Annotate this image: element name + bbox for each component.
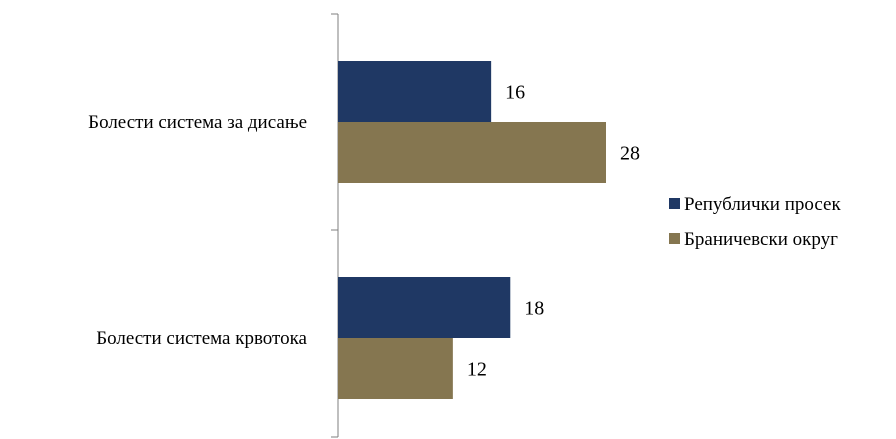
data-label-1-2: 28 — [620, 143, 640, 165]
legend-label-2: Браничевски округ — [684, 229, 838, 250]
bar-2-1 — [338, 277, 511, 338]
category-labels-group: Болести система за дисање Болести система… — [88, 112, 307, 349]
bar-2-2 — [338, 338, 453, 399]
legend-swatch-1 — [669, 198, 680, 209]
data-label-2-1: 18 — [524, 298, 544, 320]
category-label-2: Болести система крвотока — [96, 328, 307, 349]
legend-label-1: Републички просек — [684, 194, 841, 215]
data-label-2-2: 12 — [467, 359, 487, 381]
bars-group: 16 28 18 12 — [338, 61, 640, 399]
category-label-1: Болести система за дисање — [88, 112, 307, 133]
bar-1-1 — [338, 61, 492, 122]
legend: Републички просек Браничевски округ — [669, 194, 841, 250]
data-label-1-1: 16 — [505, 82, 525, 104]
legend-swatch-2 — [669, 233, 680, 244]
bar-1-2 — [338, 122, 606, 183]
